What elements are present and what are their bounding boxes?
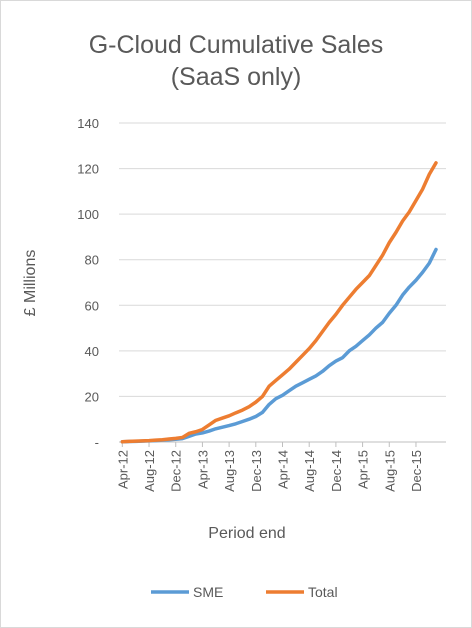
x-tick-label: Dec-12 [169, 450, 184, 492]
y-tick-label: 40 [85, 344, 99, 359]
legend-label-total: Total [308, 584, 338, 600]
y-tick-label: 100 [77, 207, 99, 222]
x-tick-label: Apr-14 [276, 450, 291, 489]
y-tick-label: 140 [77, 116, 99, 131]
x-tick-label: Aug-13 [222, 450, 237, 492]
series-line-total [120, 161, 438, 444]
chart-title-line-2: (SaaS only) [171, 63, 302, 91]
x-tick-labels: Apr-12 Aug-12 Dec-12 Apr-13 Aug-13 Dec-13 Apr-… [115, 442, 424, 492]
x-tick-label: Aug-12 [142, 450, 157, 492]
legend: SME Total [151, 584, 338, 600]
y-axis-title: £ Millions [22, 250, 39, 317]
legend-label-sme: SME [193, 584, 223, 600]
y-tick-labels: - 20 40 60 80 100 120 140 [77, 116, 99, 450]
x-tick-label: Aug-14 [302, 450, 317, 492]
x-axis-title: Period end [208, 525, 285, 542]
gridlines [119, 122, 446, 443]
x-tick-label: Dec-13 [249, 450, 264, 492]
y-tick-label: 80 [85, 253, 99, 268]
x-tick-label: Dec-15 [409, 450, 424, 492]
x-tick-label: Apr-12 [115, 450, 130, 489]
x-tick-label: Apr-15 [356, 450, 371, 489]
series-lines [120, 161, 438, 444]
x-tick-label: Dec-14 [329, 450, 344, 492]
y-tick-label: 120 [77, 162, 99, 177]
y-tick-label: 60 [85, 298, 99, 313]
chart-title-line-1: G-Cloud Cumulative Sales [89, 31, 384, 59]
series-line-sme [120, 247, 438, 444]
x-tick-label: Apr-13 [195, 450, 210, 489]
y-tick-label: - [95, 435, 99, 450]
y-tick-label: 20 [85, 389, 99, 404]
x-tick-label: Aug-15 [382, 450, 397, 492]
